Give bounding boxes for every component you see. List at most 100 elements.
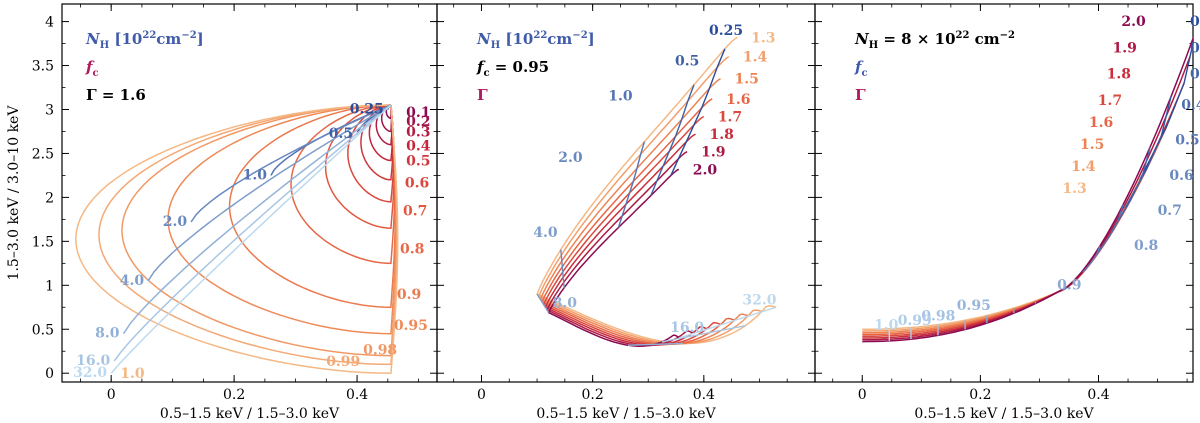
- gamma-curve-line: [862, 144, 1159, 334]
- nh-curve-label: 4.0: [120, 273, 145, 289]
- nh-curve-label: 2.0: [558, 150, 583, 166]
- fc-curve-label: 0.9: [1057, 278, 1081, 294]
- fc-curve-line: [1112, 146, 1151, 231]
- fc-curve-label: 0.6: [405, 175, 429, 191]
- fc-curve-label: 0.9: [397, 287, 421, 303]
- y-tick-label: 2: [45, 190, 54, 206]
- nh-curve-label: 32.0: [742, 293, 776, 309]
- nh-curve-label: 4.0: [533, 225, 558, 241]
- nh-curve-line: [678, 306, 777, 339]
- fc-curve-label: 0.2: [1190, 40, 1200, 56]
- fc-curve-label: 0.4: [1181, 97, 1200, 113]
- fc-curve-label: 0.3: [1190, 67, 1200, 83]
- legend-gamma: Γ = 1.6: [86, 86, 146, 104]
- fc-curve-label: 0.5: [406, 153, 430, 169]
- gamma-curve-label: 1.9: [1113, 40, 1137, 56]
- gamma-curve-line: [539, 78, 749, 345]
- panel-right: 0 0.2 0.4 0.5–1.5 keV / 1.5–3.0 keV 2.0 1.9 1.…: [814, 3, 1200, 422]
- panel-middle: 0 0.2 0.4 0.5–1.5 keV / 1.5–3.0 keV 0.25 0.5 1…: [436, 3, 816, 422]
- x-tick-label: 0.2: [582, 387, 604, 403]
- nh-curve-label: 16.0: [670, 320, 704, 336]
- gamma-curve-label: 1.6: [726, 92, 750, 108]
- x-tick-label: 0.2: [969, 387, 991, 403]
- fc-curve-label: 0.4: [406, 139, 431, 155]
- x-axis-title: 0.5–1.5 keV / 1.5–3.0 keV: [160, 406, 340, 422]
- curves-left: [75, 104, 399, 374]
- fc-curve-label: 0.98: [363, 342, 397, 358]
- x-tick-label: 0.2: [223, 387, 245, 403]
- nh-curve-label: 8.0: [95, 326, 120, 342]
- legend-fc: fc: [85, 58, 99, 79]
- nh-curve-line: [113, 104, 392, 362]
- fc-curve-label: 1.0: [874, 317, 899, 333]
- nh-curve-line: [110, 104, 392, 374]
- fc-curve-label: 0.99: [898, 313, 932, 329]
- fc-curve-label: 0.1: [1190, 14, 1200, 30]
- nh-curve-line: [650, 84, 695, 196]
- x-axis-title: 0.5–1.5 keV / 1.5–3.0 keV: [914, 406, 1094, 422]
- nh-curve-line: [661, 325, 746, 343]
- gamma-curve-line: [862, 56, 1191, 341]
- fc-curve-label: 0.7: [403, 204, 427, 220]
- nh-curve-label: 1.0: [608, 89, 633, 105]
- gamma-curve-label: 2.0: [693, 162, 718, 178]
- gamma-curve-label: 1.4: [743, 50, 768, 66]
- legend-nh: NH = 8 × 1022 cm−2: [854, 30, 1015, 51]
- y-tick-label: 0: [45, 366, 54, 382]
- gamma-curve-label: 1.3: [751, 30, 775, 46]
- fc-curve-line: [167, 104, 397, 335]
- gamma-curve-label: 1.5: [1080, 137, 1104, 153]
- gamma-curve-line: [537, 56, 763, 345]
- gamma-curve-line: [862, 82, 1185, 339]
- gamma-curve-label: 1.4: [1071, 159, 1096, 175]
- gamma-curve-label: 1.7: [718, 110, 742, 126]
- gamma-curve-line: [862, 104, 1176, 338]
- legend-middle: NH [1022cm−2] fc = 0.95 Γ: [476, 30, 595, 104]
- gamma-curve-label: 1.8: [1107, 67, 1131, 83]
- legend-fc: fc = 0.95: [476, 58, 549, 79]
- fc-curve-line: [290, 104, 396, 265]
- y-tick-label: 0.5: [32, 322, 54, 338]
- legend-gamma: Γ: [855, 86, 866, 104]
- nh-curve-line: [617, 141, 646, 228]
- fc-curve-label: 1.0: [120, 366, 145, 382]
- nh-curve-line: [536, 293, 550, 313]
- nh-curve-label: 8.0: [553, 295, 578, 311]
- legend-right: NH = 8 × 1022 cm−2 fc Γ: [854, 30, 1015, 104]
- curves-middle: [536, 36, 777, 347]
- legend-gamma: Γ: [477, 86, 488, 104]
- fc-curve-line: [1082, 245, 1101, 273]
- y-tick-label: 1: [45, 278, 54, 294]
- fc-curve-label: 0.99: [326, 354, 360, 370]
- gamma-curve-line: [862, 126, 1168, 336]
- y-tick-label: 4: [45, 15, 54, 31]
- gamma-curve-label: 1.9: [701, 145, 725, 161]
- fc-curve-line: [228, 104, 397, 309]
- curves-right: [862, 36, 1193, 343]
- gamma-curve-label: 1.7: [1098, 93, 1122, 109]
- x-tick-label: 0: [477, 387, 486, 403]
- gamma-curve-line: [862, 179, 1141, 331]
- fc-curve-line: [1062, 286, 1068, 291]
- plot-frame: [814, 3, 1194, 383]
- fc-curve-label: 0.95: [957, 298, 991, 314]
- fc-curve-line: [75, 104, 399, 374]
- nh-curve-label: 2.0: [163, 214, 188, 230]
- gamma-curve-line: [862, 161, 1150, 332]
- fc-curve-label: 0.8: [1134, 238, 1158, 254]
- legend-nh: NH [1022cm−2]: [85, 30, 204, 51]
- fc-curve-label: 0.3: [406, 124, 430, 140]
- x-tick-label: 0: [107, 387, 116, 403]
- y-tick-label: 1.5: [32, 234, 54, 250]
- fc-curve-line: [1139, 40, 1193, 181]
- y-axis-title: 1.5–3.0 keV / 3.0–10 keV: [6, 105, 22, 281]
- fc-curve-line: [324, 104, 396, 229]
- gamma-curve-label: 1.3: [1062, 181, 1086, 197]
- y-tick-label: 3: [45, 102, 54, 118]
- nh-curve-label: 0.25: [350, 101, 384, 117]
- nh-curve-label: 0.5: [329, 126, 353, 142]
- nh-curve-label: 0.5: [675, 54, 699, 70]
- legend-fc: fc: [854, 58, 868, 79]
- nh-curve-line: [560, 249, 565, 288]
- x-axis-title: 0.5–1.5 keV / 1.5–3.0 keV: [536, 406, 716, 422]
